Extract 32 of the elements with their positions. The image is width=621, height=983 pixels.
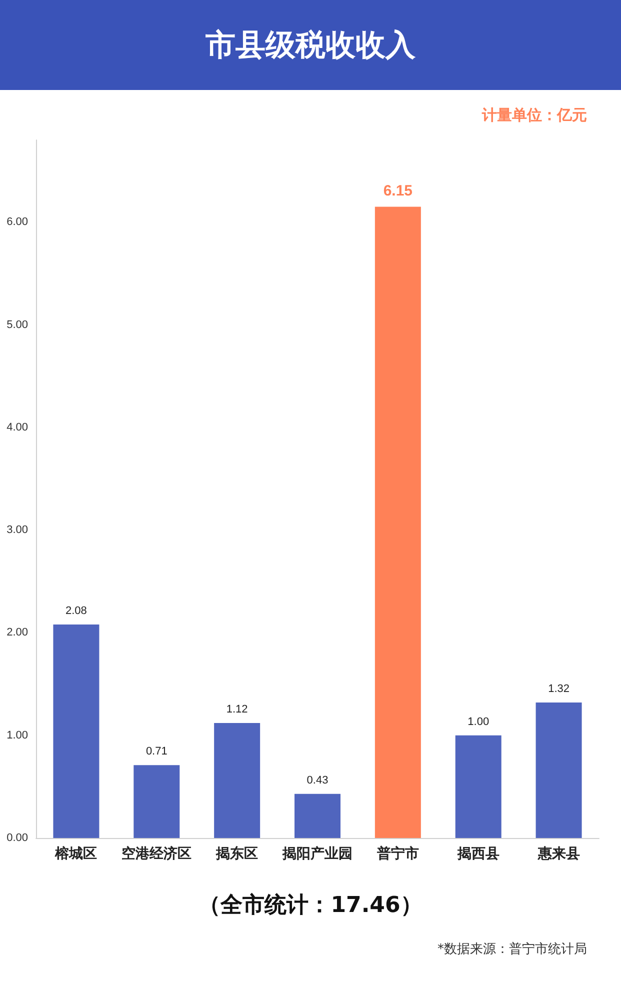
y-tick-label: 2.00 [6,626,28,639]
x-tick-label: 惠来县 [536,845,580,861]
text: （全市统计：17.46） [198,892,424,920]
y-tick-label: 6.00 [6,216,28,228]
chart-title: 市县级税收收入 [0,0,621,90]
x-tick-label: 榕城区 [54,845,98,861]
bar [294,794,340,838]
bar [455,735,502,838]
data-label: 1.32 [548,683,570,696]
x-tick-label: 揭东区 [215,845,258,861]
bar [53,624,100,838]
y-tick-label: 4.00 [6,421,28,434]
bar [374,206,421,838]
x-tick-label: 空港经济区 [122,845,192,861]
data-label: 1.12 [226,704,248,716]
data-label: 2.08 [66,604,87,617]
data-label: 6.15 [383,182,413,200]
x-tick-label: 揭阳产业园 [282,845,352,861]
bar [214,723,260,838]
x-tick-label: 揭西县 [456,845,500,861]
bar [536,702,582,838]
x-tick-label: 普宁市 [376,845,419,861]
y-tick-label: 3.00 [6,524,28,536]
text: *数据来源：普宁市统计局 [438,940,587,958]
y-tick-label: 1.00 [6,729,28,742]
data-label: 1.00 [468,716,490,728]
data-label: 0.43 [306,774,328,786]
y-tick-label: 0.00 [6,832,28,844]
data-label: 0.71 [146,746,168,758]
y-tick-label: 5.00 [6,318,28,331]
text: 计量单位：亿元 [481,107,587,124]
bar [134,765,180,838]
